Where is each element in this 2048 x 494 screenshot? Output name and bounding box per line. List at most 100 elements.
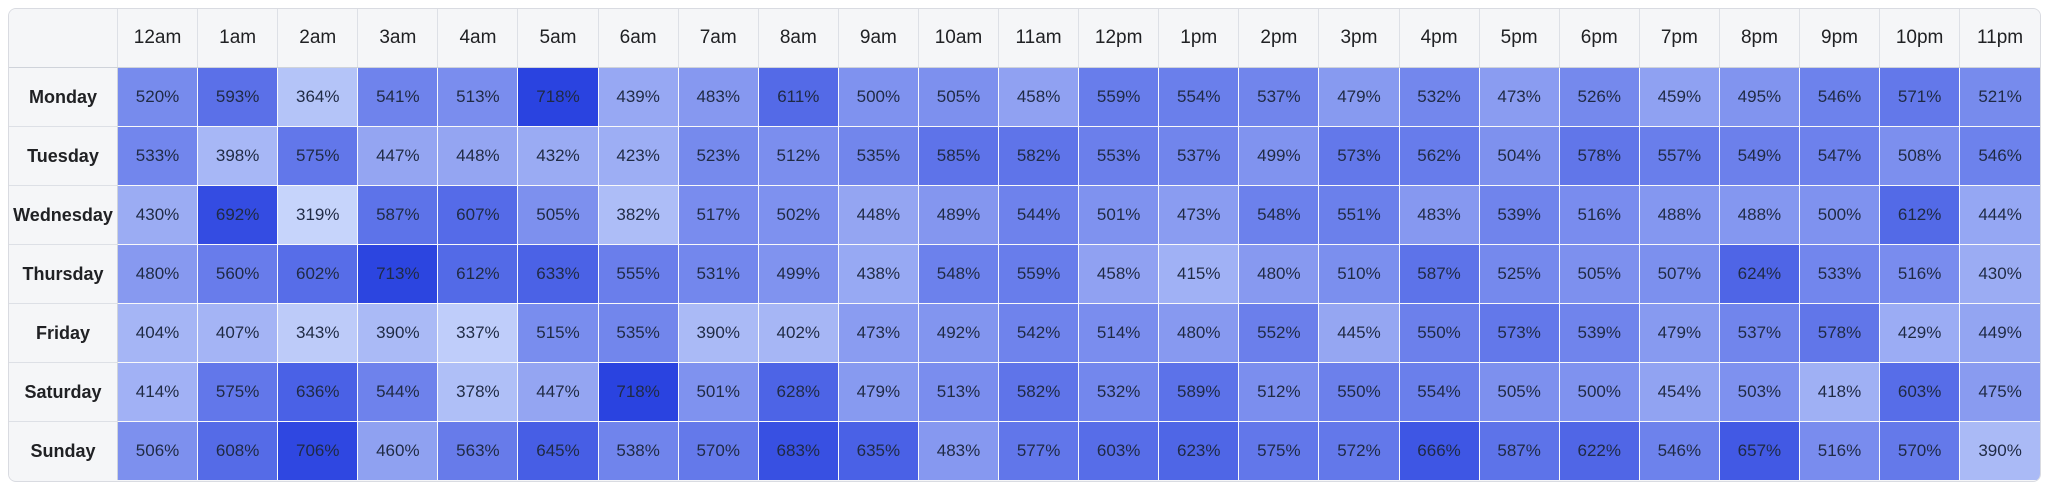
heatmap-cell: 516%	[1799, 421, 1881, 480]
heatmap-cell: 548%	[1238, 185, 1320, 245]
hour-header: 7pm	[1639, 9, 1720, 68]
heatmap-cell: 502%	[758, 185, 839, 245]
heatmap-cell: 526%	[1559, 67, 1640, 127]
heatmap-cell: 537%	[1238, 67, 1320, 127]
heatmap-cell: 415%	[1158, 244, 1240, 304]
heatmap-cell: 573%	[1318, 126, 1400, 186]
day-label: Wednesday	[9, 185, 118, 245]
heatmap-cell: 517%	[678, 185, 759, 245]
heatmap-cell: 512%	[758, 126, 839, 186]
heatmap-cell: 557%	[1639, 126, 1720, 186]
hour-header-row: 12am 1am 2am 3am 4am 5am 6am 7am 8am 9am 10am 11am 1…	[9, 9, 2040, 68]
heatmap-cell: 559%	[998, 244, 1080, 304]
heatmap-cell: 504%	[1479, 126, 1560, 186]
heatmap-cell: 550%	[1318, 362, 1400, 422]
heatmap-cell: 505%	[918, 67, 1000, 127]
heatmap-cell: 430%	[117, 185, 199, 245]
heatmap-cell: 398%	[197, 126, 279, 186]
heatmap-cell: 562%	[1399, 126, 1480, 186]
heatmap-cell: 506%	[117, 421, 199, 480]
heatmap-card: 12am 1am 2am 3am 4am 5am 6am 7am 8am 9am 10am 11am 1…	[8, 8, 2041, 482]
heatmap-cell: 587%	[357, 185, 439, 245]
hour-header: 5am	[517, 9, 599, 68]
heatmap-cell: 390%	[1959, 421, 2040, 480]
heatmap-cell: 488%	[1719, 185, 1800, 245]
heatmap-cell: 402%	[758, 303, 839, 363]
hour-header: 3pm	[1318, 9, 1400, 68]
heatmap-cell: 473%	[1158, 185, 1240, 245]
heatmap-cell: 539%	[1559, 303, 1640, 363]
heatmap-cell: 553%	[1078, 126, 1160, 186]
heatmap-cell: 423%	[598, 126, 679, 186]
heatmap-cell: 337%	[437, 303, 519, 363]
heatmap-cell: 510%	[1318, 244, 1400, 304]
heatmap-cell: 499%	[1238, 126, 1320, 186]
heatmap-cell: 577%	[998, 421, 1080, 480]
heatmap-cell: 439%	[598, 67, 679, 127]
heatmap-cell: 319%	[277, 185, 359, 245]
heatmap-cell: 657%	[1719, 421, 1800, 480]
heatmap-row: Wednesday 430% 692% 319% 587% 607% 505% 382% 517…	[9, 185, 2040, 245]
heatmap-cell: 500%	[1559, 362, 1640, 422]
day-label: Monday	[9, 67, 118, 127]
hour-header: 11pm	[1959, 9, 2040, 68]
heatmap-cell: 514%	[1078, 303, 1160, 363]
heatmap-row: Tuesday 533% 398% 575% 447% 448% 432% 423% 523% 5…	[9, 126, 2040, 186]
heatmap-cell: 525%	[1479, 244, 1560, 304]
heatmap-cell: 407%	[197, 303, 279, 363]
heatmap-cell: 459%	[1639, 67, 1720, 127]
heatmap-body: Monday 520% 593% 364% 541% 513% 718% 439% 483% 61…	[9, 67, 2040, 480]
heatmap-cell: 500%	[838, 67, 919, 127]
heatmap-cell: 541%	[357, 67, 439, 127]
heatmap-cell: 635%	[838, 421, 919, 480]
heatmap-cell: 516%	[1559, 185, 1640, 245]
hour-header: 3am	[357, 9, 439, 68]
heatmap-cell: 390%	[678, 303, 759, 363]
heatmap-cell: 533%	[117, 126, 199, 186]
heatmap-cell: 706%	[277, 421, 359, 480]
heatmap-cell: 520%	[117, 67, 199, 127]
hour-header: 11am	[998, 9, 1080, 68]
heatmap-cell: 570%	[678, 421, 759, 480]
heatmap-cell: 546%	[1799, 67, 1881, 127]
heatmap-cell: 533%	[1799, 244, 1881, 304]
heatmap-cell: 544%	[998, 185, 1080, 245]
day-label: Friday	[9, 303, 118, 363]
heatmap-cell: 573%	[1479, 303, 1560, 363]
heatmap-cell: 612%	[1879, 185, 1961, 245]
heatmap-cell: 546%	[1959, 126, 2040, 186]
heatmap-cell: 607%	[437, 185, 519, 245]
heatmap-cell: 479%	[1639, 303, 1720, 363]
hour-header: 5pm	[1479, 9, 1560, 68]
hour-header: 12am	[117, 9, 199, 68]
heatmap-cell: 603%	[1078, 421, 1160, 480]
heatmap-cell: 364%	[277, 67, 359, 127]
heatmap-cell: 480%	[117, 244, 199, 304]
heatmap-cell: 483%	[918, 421, 1000, 480]
heatmap-cell: 624%	[1719, 244, 1800, 304]
heatmap-cell: 382%	[598, 185, 679, 245]
heatmap-cell: 713%	[357, 244, 439, 304]
heatmap-cell: 475%	[1959, 362, 2040, 422]
heatmap-cell: 501%	[678, 362, 759, 422]
heatmap-cell: 602%	[277, 244, 359, 304]
heatmap-cell: 501%	[1078, 185, 1160, 245]
heatmap-cell: 578%	[1799, 303, 1881, 363]
heatmap-cell: 537%	[1719, 303, 1800, 363]
heatmap-cell: 483%	[678, 67, 759, 127]
corner-cell	[9, 9, 118, 68]
heatmap-cell: 539%	[1479, 185, 1560, 245]
heatmap-cell: 447%	[517, 362, 599, 422]
heatmap-cell: 505%	[1559, 244, 1640, 304]
heatmap-cell: 480%	[1158, 303, 1240, 363]
heatmap-cell: 589%	[1158, 362, 1240, 422]
heatmap-cell: 538%	[598, 421, 679, 480]
heatmap-cell: 531%	[678, 244, 759, 304]
heatmap-cell: 718%	[517, 67, 599, 127]
heatmap-cell: 578%	[1559, 126, 1640, 186]
heatmap-cell: 582%	[998, 362, 1080, 422]
heatmap-cell: 492%	[918, 303, 1000, 363]
heatmap-cell: 390%	[357, 303, 439, 363]
heatmap-cell: 454%	[1639, 362, 1720, 422]
heatmap-cell: 603%	[1879, 362, 1961, 422]
